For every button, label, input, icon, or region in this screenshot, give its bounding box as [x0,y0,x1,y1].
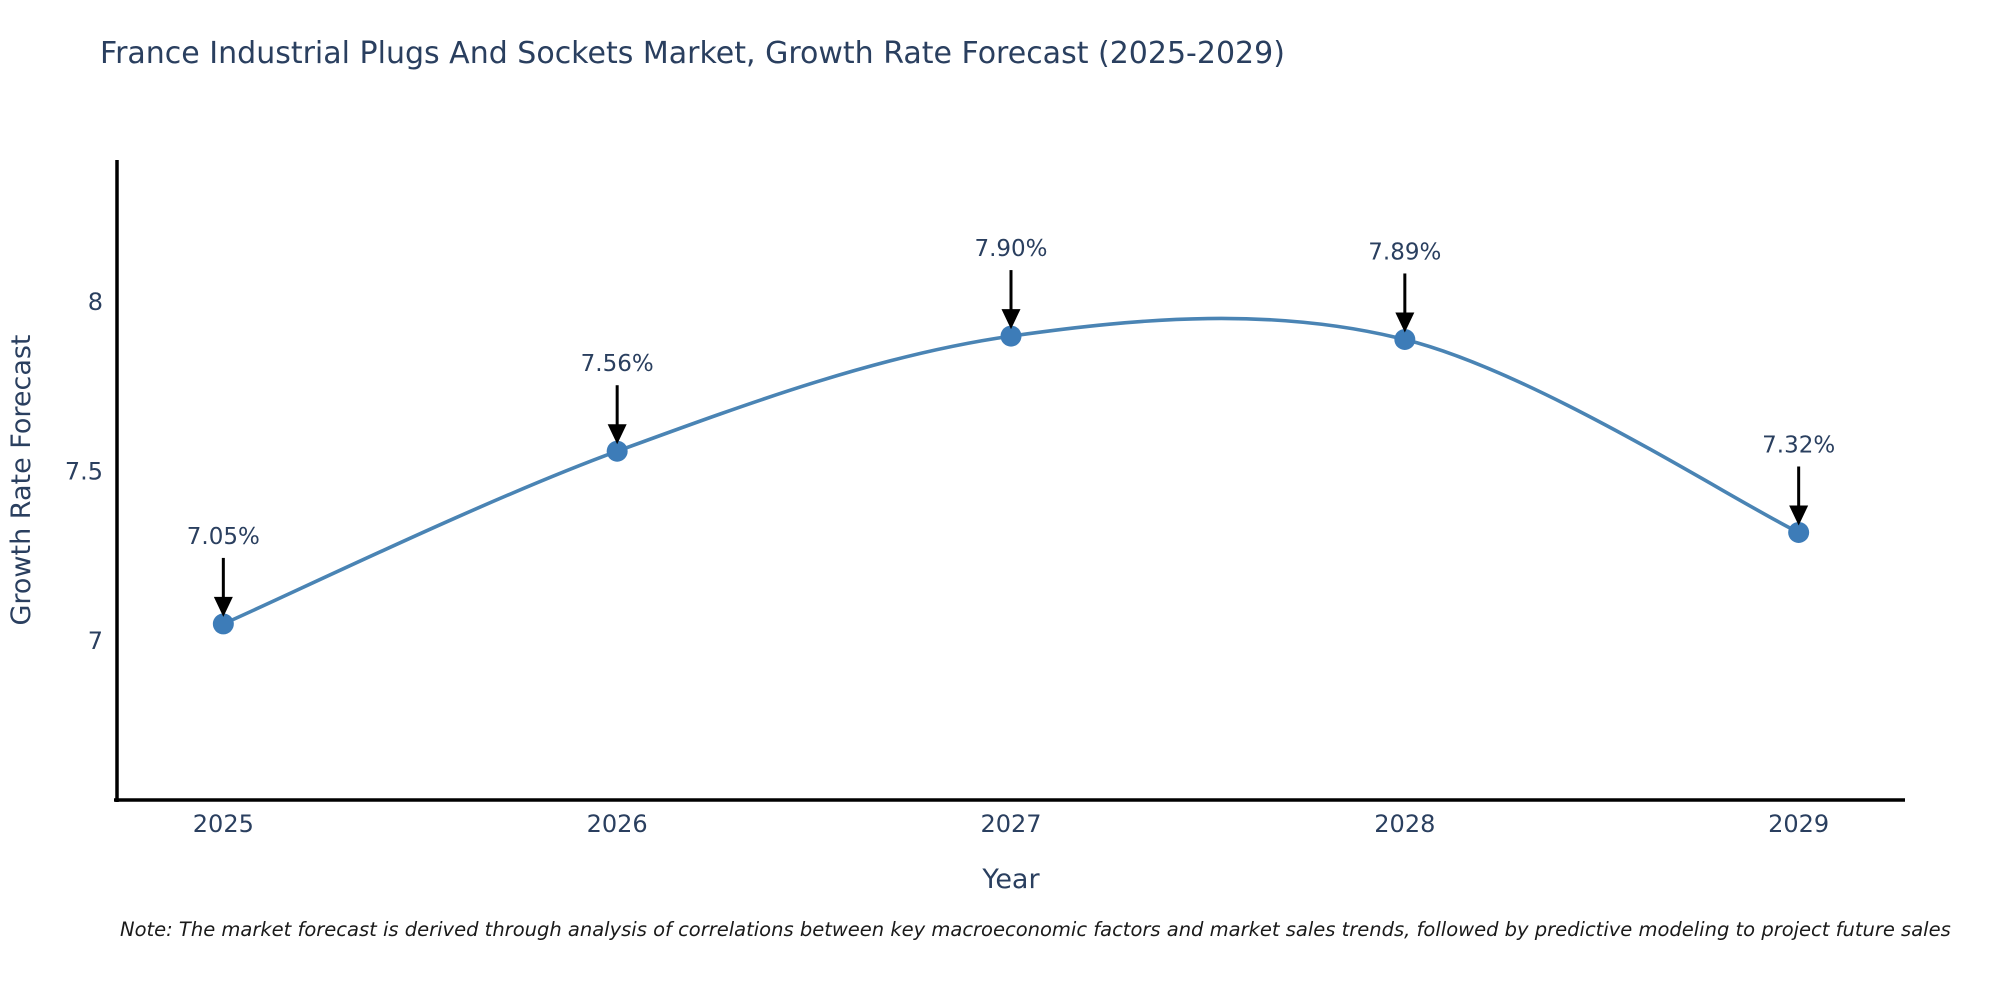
data-point-label: 7.90% [974,236,1047,262]
data-point-marker [1000,325,1022,347]
chart-title: France Industrial Plugs And Sockets Mark… [100,36,1285,71]
y-tick-label: 7 [88,627,103,655]
y-tick-label: 7.5 [65,458,103,486]
point-annotation: 7.32% [1762,432,1835,526]
data-point-label: 7.89% [1368,239,1441,265]
point-annotation: 7.90% [974,236,1048,330]
x-tick-label: 2028 [1374,810,1435,838]
data-point-marker [606,440,628,462]
x-tick-label: 2027 [980,810,1041,838]
point-annotation: 7.89% [1368,239,1441,333]
data-point-label: 7.56% [581,351,654,377]
axes-layer: 7 7.5 8 2025 2026 2027 2028 2029 [65,160,1905,838]
annotation-arrowhead-icon [607,424,627,445]
annotation-arrowhead-icon [1789,505,1809,526]
x-axis-title: Year [981,864,1040,895]
point-annotations: 7.05% 7.56% 7.90% 7.89% 7.32% [187,236,1835,617]
data-point-marker [1394,328,1416,350]
point-annotation: 7.05% [187,524,260,617]
y-tick-label: 8 [88,288,103,316]
y-axis-title: Growth Rate Forecast [6,334,37,625]
x-tick-label: 2029 [1768,810,1829,838]
growth-rate-line [221,316,1801,626]
x-tick-label: 2026 [587,810,648,838]
data-point-label: 7.32% [1762,432,1835,458]
data-point-label: 7.05% [187,524,260,550]
annotation-arrowhead-icon [213,596,233,617]
line-series [212,316,1810,635]
data-point-marker [212,613,234,635]
chart-footnote: Note: The market forecast is derived thr… [120,918,1951,941]
x-tick-label: 2025 [193,810,254,838]
data-point-marker [1788,521,1810,543]
annotation-arrowhead-icon [1395,312,1415,333]
point-annotation: 7.56% [581,351,654,445]
annotation-arrowhead-icon [1001,309,1021,330]
